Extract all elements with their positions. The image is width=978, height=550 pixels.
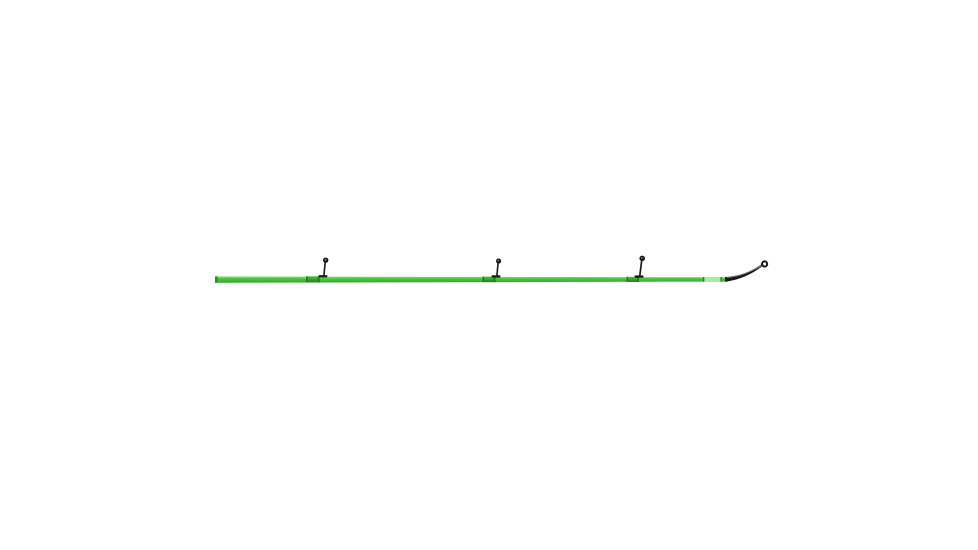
tip-top-ring xyxy=(761,260,769,268)
wrap-edge-right xyxy=(720,277,722,282)
wrap-edge-left xyxy=(482,276,485,283)
line-guide-3 xyxy=(634,255,645,278)
line-guide-1 xyxy=(318,257,329,278)
tip-swoosh xyxy=(725,262,764,282)
wrap-band xyxy=(703,277,721,282)
tip-highlight xyxy=(726,265,760,278)
guide-wrap-2 xyxy=(482,276,496,283)
wrap-edge-left xyxy=(306,276,308,283)
rod-tip xyxy=(725,260,769,282)
rod-butt-end xyxy=(215,276,218,283)
wrap-band xyxy=(306,276,320,283)
wrap-edge-right xyxy=(637,276,639,283)
guide-ring-center xyxy=(497,259,500,262)
guide-wrap-1 xyxy=(306,276,320,283)
guide-stem xyxy=(638,259,643,278)
wrap-edge-right xyxy=(493,276,496,283)
wrap-edge-left xyxy=(626,276,629,282)
rod-blank xyxy=(215,276,727,283)
guide-ring-center xyxy=(324,258,327,261)
wrap-band xyxy=(483,276,496,283)
guide-stem xyxy=(322,261,327,278)
wrap-band xyxy=(627,276,639,282)
wrap-edge-right xyxy=(317,276,320,283)
guide-wrap-3 xyxy=(626,276,639,283)
tip-wrap xyxy=(703,277,722,282)
guide-stem xyxy=(495,262,499,278)
line-guide-2 xyxy=(491,258,502,278)
guide-ring-center xyxy=(641,257,643,259)
wrap-edge-left xyxy=(703,277,705,282)
